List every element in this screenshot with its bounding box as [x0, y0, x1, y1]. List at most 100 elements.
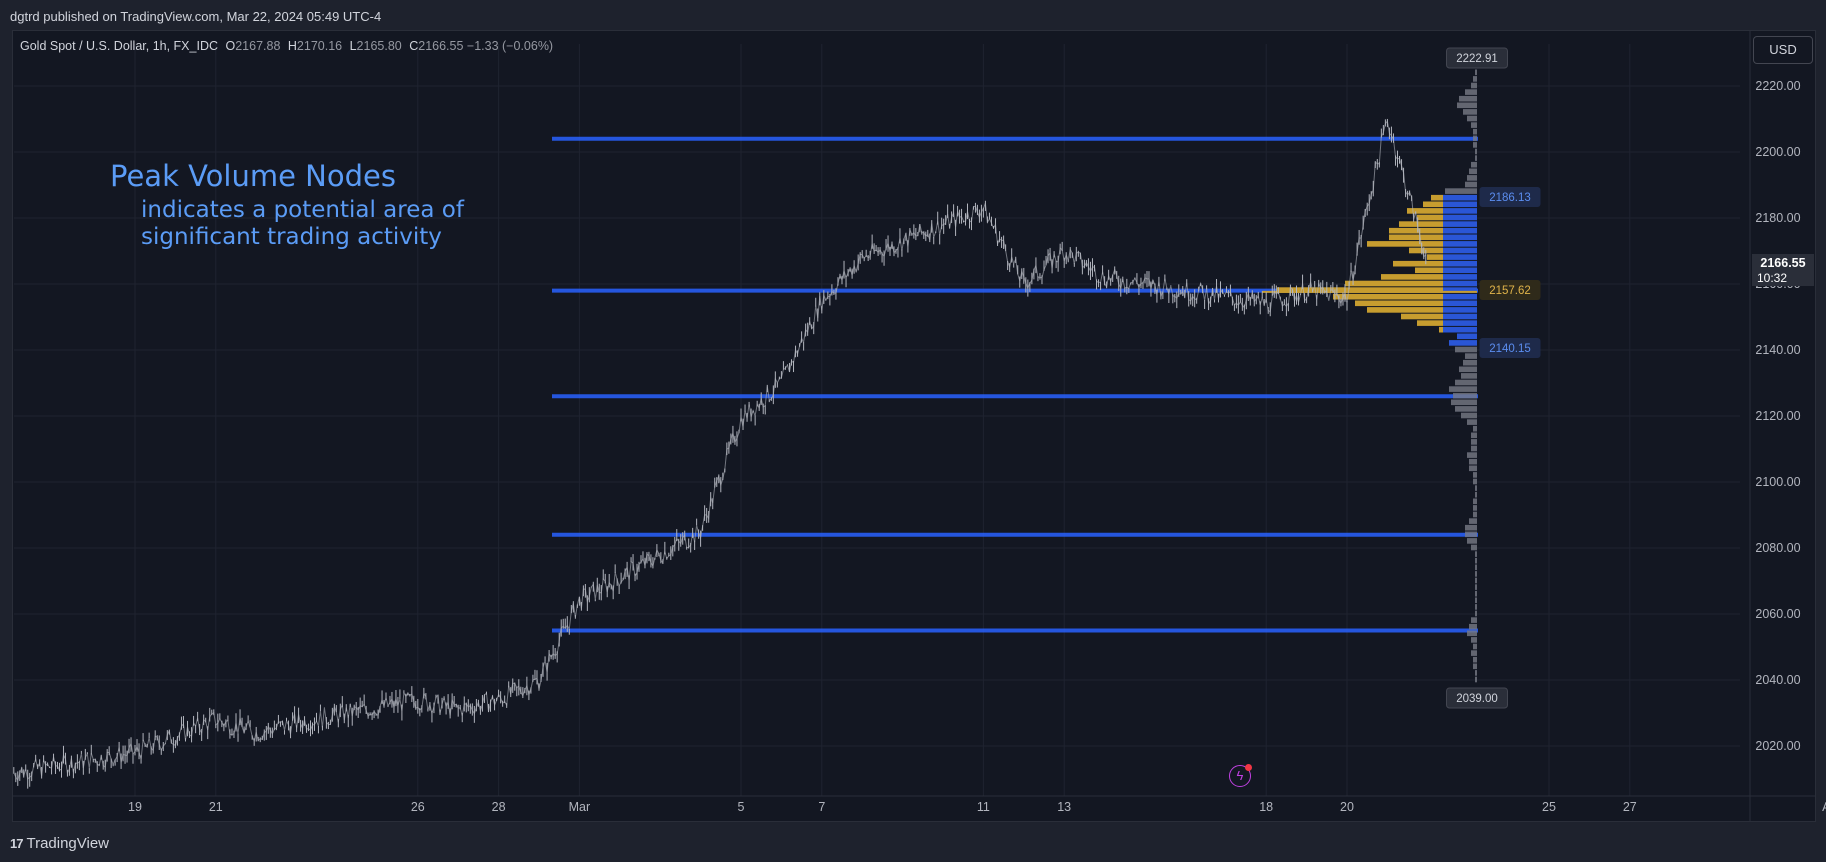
last-price: 2166.55: [1760, 256, 1805, 270]
chart-frame: [12, 30, 1816, 822]
volume-profile-row: [1475, 590, 1477, 597]
volume-profile-row: [1469, 623, 1477, 630]
volume-profile-row: [1455, 406, 1477, 412]
volume-profile-row: [1475, 610, 1477, 617]
high-value: 2170.16: [296, 39, 343, 53]
volume-profile-row: [1475, 564, 1477, 571]
symbol-legend[interactable]: Gold Spot / U.S. Dollar, 1h, FX_IDC O216…: [20, 39, 553, 53]
volume-profile-row: [1471, 432, 1477, 439]
volume-profile-row: [1455, 379, 1477, 386]
y-tick-label: 2140.00: [1755, 343, 1800, 357]
y-tick-label: 2080.00: [1755, 541, 1800, 555]
annotation-title[interactable]: Peak Volume Nodes: [110, 159, 396, 193]
y-tick-label: 2120.00: [1755, 409, 1800, 423]
volume-profile-row: [1467, 452, 1477, 458]
price-line: [13, 120, 1427, 782]
volume-profile-row: [1471, 637, 1477, 643]
volume-profile-row-up: [1443, 201, 1477, 208]
y-tick-label: 2100.00: [1755, 475, 1800, 489]
volume-profile-row: [1461, 373, 1477, 379]
volume-profile-row: [1469, 518, 1477, 524]
volume-profile-row-down: [1427, 254, 1443, 260]
publish-info: dgtrd published on TradingView.com, Mar …: [10, 9, 382, 24]
volume-profile-row: [1473, 663, 1477, 670]
volume-profile-row-down: [1415, 267, 1443, 274]
annotation-subtitle[interactable]: indicates a potential area of significan…: [141, 197, 464, 251]
volume-profile-row: [1471, 617, 1477, 623]
volume-profile-row: [1445, 188, 1477, 194]
volume-profile-row: [1465, 353, 1477, 359]
volume-profile-row-down: [1401, 313, 1443, 320]
x-tick-label: 26: [411, 800, 425, 814]
volume-profile-row-down: [1417, 214, 1443, 221]
volume-profile-row-up: [1443, 194, 1477, 201]
volume-profile-row: [1475, 69, 1477, 76]
x-tick-label: 13: [1057, 800, 1071, 814]
volume-profile-row: [1465, 181, 1477, 188]
volume-profile-row-down: [1439, 326, 1443, 333]
volume-profile-row: [1471, 82, 1477, 89]
high-price-tag-bg: [1446, 47, 1508, 69]
x-tick-label: 11: [977, 800, 990, 814]
volume-profile-row: [1475, 551, 1477, 557]
low-price-tag: 2039.00: [1456, 693, 1498, 705]
volume-profile-row: [1451, 399, 1477, 406]
x-tick-label: 19: [128, 800, 142, 814]
volume-profile-row: [1469, 458, 1477, 465]
volume-profile-row-down: [1417, 320, 1443, 326]
notification-dot: [1245, 764, 1252, 771]
volume-profile-row-up: [1443, 254, 1477, 260]
x-tick-label: 28: [492, 800, 506, 814]
currency-button[interactable]: USD: [1753, 36, 1813, 64]
volume-profile-row-down: [1407, 208, 1443, 214]
volume-profile-row-up: [1443, 326, 1477, 333]
volume-profile: [1262, 62, 1477, 683]
y-tick-label: 2220.00: [1755, 79, 1800, 93]
volume-profile-row: [1473, 472, 1477, 478]
volume-profile-row: [1469, 168, 1477, 175]
volume-profile-row-up: [1443, 234, 1477, 241]
low-label: L: [349, 39, 357, 53]
tradingview-brand[interactable]: 17 TradingView: [10, 835, 109, 852]
volume-profile-row: [1457, 102, 1477, 109]
volume-profile-row-up: [1443, 313, 1477, 320]
volume-profile-row: [1473, 142, 1477, 148]
y-tick-label: 2180.00: [1755, 211, 1800, 225]
volume-profile-row: [1453, 392, 1477, 399]
grid: [14, 44, 1740, 796]
volume-profile-row-up: [1443, 274, 1477, 280]
volume-profile-row: [1455, 346, 1477, 353]
volume-profile-row-up: [1443, 241, 1477, 247]
volume-profile-row-up: [1443, 307, 1477, 313]
volume-profile-row-down: [1367, 307, 1443, 313]
volume-profile-row-up: [1443, 247, 1477, 254]
volume-profile-row: [1475, 557, 1477, 564]
volume-profile-row: [1475, 577, 1477, 584]
high-price-tag: 2222.91: [1456, 53, 1498, 65]
volume-profile-row: [1475, 604, 1477, 610]
volume-profile-row: [1467, 630, 1477, 637]
volume-profile-row-down: [1367, 241, 1443, 247]
y-tick-label: 2200.00: [1755, 145, 1800, 159]
publish-bar: dgtrd published on TradingView.com, Mar …: [0, 0, 1826, 30]
volume-profile-row-up: [1443, 320, 1477, 326]
volume-profile-row-down: [1277, 287, 1443, 293]
volume-profile-row-up: [1443, 267, 1477, 274]
last-price-bg: [1752, 254, 1814, 286]
bolt-icon[interactable]: ϟ: [1229, 765, 1251, 787]
volume-profile-row: [1475, 491, 1477, 498]
volume-profile-row: [1463, 359, 1477, 366]
volume-profile-row: [1475, 148, 1477, 155]
volume-profile-row-down: [1345, 280, 1443, 287]
volume-profile-row: [1471, 122, 1477, 128]
low-value: 2165.80: [356, 39, 402, 53]
volume-profile-row-up: [1443, 293, 1477, 300]
volume-profile-row: [1475, 597, 1477, 604]
volume-profile-row: [1467, 115, 1477, 122]
volume-profile-row: [1475, 670, 1477, 676]
volume-profile-row: [1465, 524, 1477, 531]
open-label: O: [225, 39, 236, 53]
tradingview-logo-icon: 17: [10, 836, 24, 851]
volume-profile-row: [1475, 571, 1477, 577]
